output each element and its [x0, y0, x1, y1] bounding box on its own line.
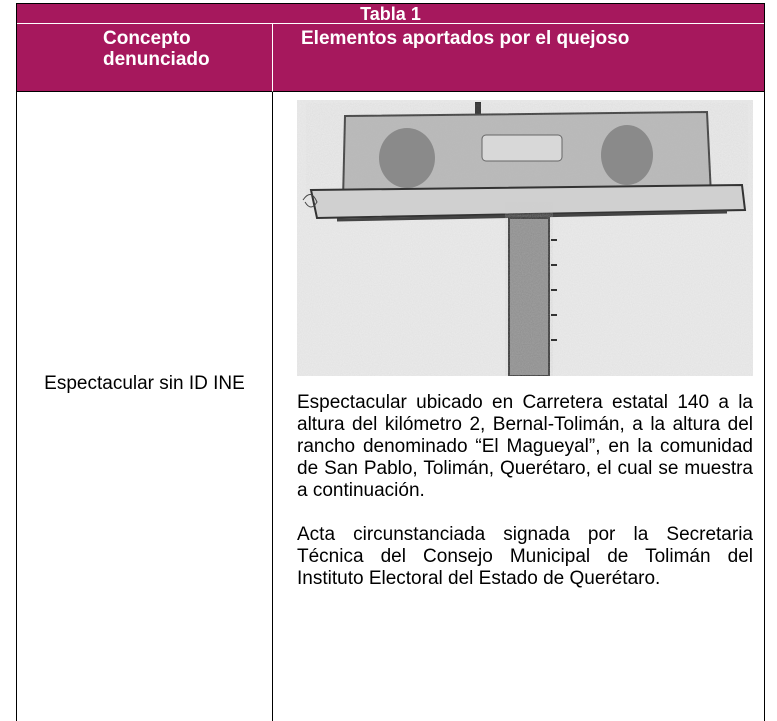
column-divider [272, 92, 273, 721]
paragraph: Espectacular ubicado en Carretera estata… [297, 392, 753, 501]
table-title: Tabla 1 [17, 3, 764, 24]
cell: Espectacular ubicado en Carretera estata… [297, 100, 753, 612]
header-cell: Concepto denunciado [17, 24, 273, 92]
paragraph: Acta circunstanciada signada por la Secr… [297, 524, 753, 589]
billboard-photo [297, 100, 753, 376]
cell: Espectacular sin ID INE [44, 373, 245, 394]
table: Tabla 1 Concepto denunciado Elementos ap… [16, 3, 765, 721]
header-cell: Elementos aportados por el quejoso [273, 24, 764, 92]
